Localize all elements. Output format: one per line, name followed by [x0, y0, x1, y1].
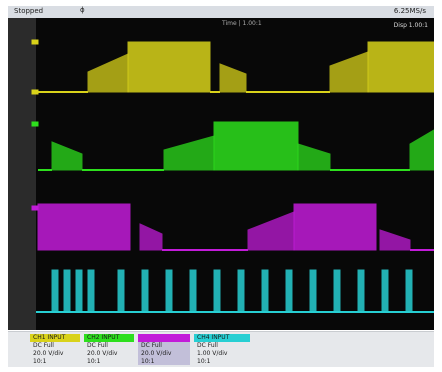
- ch1-scale: 20.0 V/div: [33, 350, 64, 357]
- channel-readout-bar: CH1 INPUT DC Full 20.0 V/div 10:1 CH2 IN…: [8, 331, 434, 367]
- ch1-coupling: DC Full: [33, 342, 54, 349]
- waveform-traces: [31, 39, 434, 313]
- ch2-name: CH2 INPUT: [84, 334, 134, 342]
- sample-rate-label: 6.25MS/s: [393, 7, 426, 15]
- zoom-icon[interactable]: ɸ: [80, 6, 85, 14]
- ch1-readout[interactable]: CH1 INPUT DC Full 20.0 V/div 10:1: [30, 334, 80, 365]
- ch2-scale: 20.0 V/div: [87, 350, 118, 357]
- display-ratio-label: Disp 1.00:1: [393, 22, 428, 29]
- ch1-probe: 10:1: [33, 358, 47, 365]
- ch4-trace: [36, 269, 434, 313]
- ch4-readout[interactable]: CH4 INPUT DC Full 1.00 V/div 10:1: [194, 334, 250, 365]
- ch2-probe: 10:1: [87, 358, 101, 365]
- ch4-name: CH4 INPUT: [194, 334, 250, 342]
- ch3-readout[interactable]: DC Full 20.0 V/div 10:1: [138, 334, 190, 365]
- acq-state-label: Stopped: [14, 7, 44, 15]
- waveform-display[interactable]: Time | 1.00:1 Disp 1.00:1: [8, 18, 434, 330]
- ch2-trace: [31, 121, 434, 171]
- channel-offset-strip: [8, 18, 36, 330]
- ch3-trace: [31, 203, 434, 251]
- ch3-name: [138, 334, 190, 342]
- ch3-scale: 20.0 V/div: [141, 350, 172, 357]
- ch2-readout[interactable]: CH2 INPUT DC Full 20.0 V/div 10:1: [84, 334, 134, 365]
- ch4-scale: 1.00 V/div: [197, 350, 228, 357]
- ch1-name: CH1 INPUT: [30, 334, 80, 342]
- ch2-coupling: DC Full: [87, 342, 108, 349]
- ch1-trace: [31, 39, 434, 95]
- ch3-coupling: DC Full: [141, 342, 162, 349]
- ch3-probe: 10:1: [141, 358, 155, 365]
- ch4-probe: 10:1: [197, 358, 211, 365]
- ch4-coupling: DC Full: [197, 342, 218, 349]
- timebase-label: Time | 1.00:1: [222, 20, 262, 27]
